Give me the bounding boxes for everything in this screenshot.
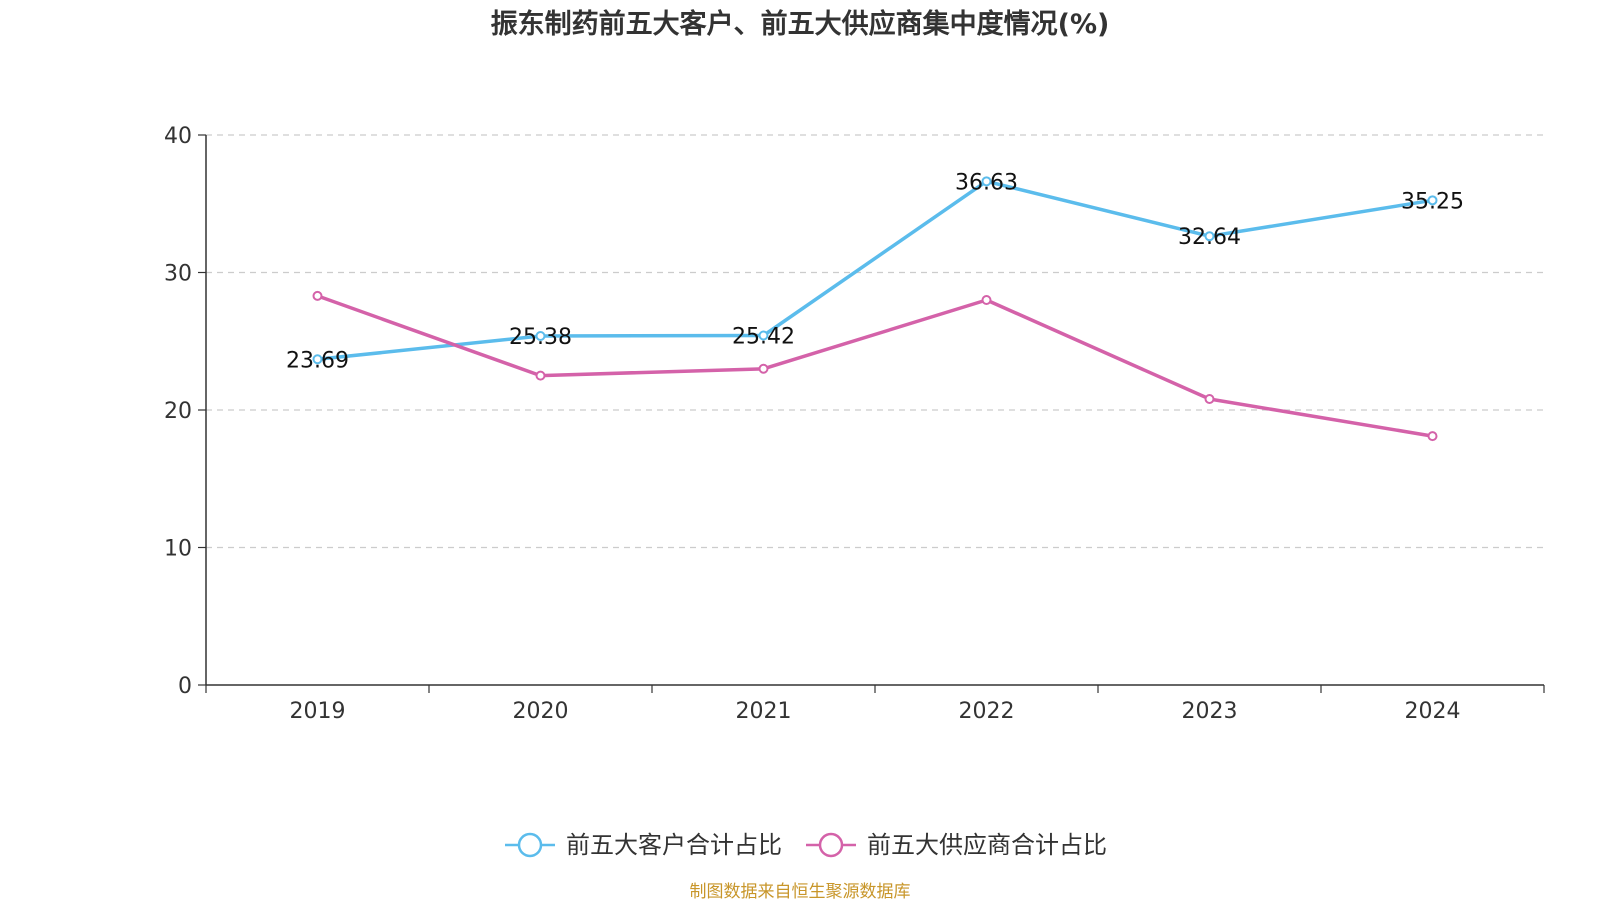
series-0-point-2022 — [981, 176, 992, 187]
x-tick-label-2021: 2021 — [736, 699, 792, 724]
legend-label-customers: 前五大客户合计占比 — [566, 831, 782, 859]
series-1-point-2023 — [1204, 394, 1215, 404]
data-labels: 23.69 25.38 25.42 36.63 32.64 35.25 — [286, 170, 1464, 373]
series-1-point-2024 — [1427, 431, 1438, 442]
chart-title: 振东制药前五大客户、前五大供应商集中度情况(%) — [491, 8, 1110, 40]
legend-item-suppliers[interactable]: 前五大供应商合计占比 — [806, 831, 1107, 859]
series-0-point-2020 — [535, 331, 546, 342]
x-tick-label-2024: 2024 — [1405, 699, 1461, 724]
y-tick-label-20: 20 — [164, 399, 192, 424]
data-label-2023: 32.64 — [1178, 225, 1241, 250]
series-1-point-2019 — [312, 290, 323, 301]
series-0-point-2019 — [312, 354, 323, 365]
y-tick-label-30: 30 — [164, 262, 192, 287]
x-tick-label-2022: 2022 — [959, 699, 1015, 724]
series-0-point-2023 — [1204, 231, 1215, 242]
series-0-point-2021 — [758, 330, 769, 341]
y-tick-label-0: 0 — [178, 674, 192, 699]
x-tick-label-2023: 2023 — [1182, 699, 1238, 724]
series-0-point-2024 — [1427, 195, 1438, 206]
x-tick-label-2019: 2019 — [290, 699, 346, 724]
series-line-0 — [317, 179, 1433, 362]
series-1-point-2021 — [758, 363, 769, 374]
gridlines — [206, 134, 1544, 549]
data-label-2021: 25.42 — [732, 324, 795, 349]
data-label-2024: 35.25 — [1401, 189, 1464, 214]
series-line-1 — [316, 294, 1433, 438]
series-layer — [312, 176, 1438, 442]
series-1-point-2020 — [535, 370, 546, 381]
legend-label-suppliers: 前五大供应商合计占比 — [867, 831, 1107, 859]
source-note: 制图数据来自恒生聚源数据库 — [690, 882, 911, 900]
y-tick-label-10: 10 — [164, 537, 192, 562]
legend-item-customers[interactable]: 前五大客户合计占比 — [505, 831, 782, 859]
data-label-2020: 25.38 — [509, 325, 572, 350]
x-tick-label-2020: 2020 — [513, 699, 569, 724]
y-tick-label-40: 40 — [164, 124, 192, 149]
data-label-2019: 23.69 — [286, 348, 349, 373]
legend[interactable]: 前五大客户合计占比 前五大供应商合计占比 — [505, 831, 1107, 859]
legend-marker-customers — [517, 832, 543, 858]
axes: 0 10 20 30 40 2019 2020 2021 2022 2023 2024 — [164, 124, 1545, 724]
legend-marker-suppliers — [818, 832, 844, 858]
data-label-2022: 36.63 — [955, 170, 1018, 195]
series-1-point-2022 — [981, 295, 992, 305]
